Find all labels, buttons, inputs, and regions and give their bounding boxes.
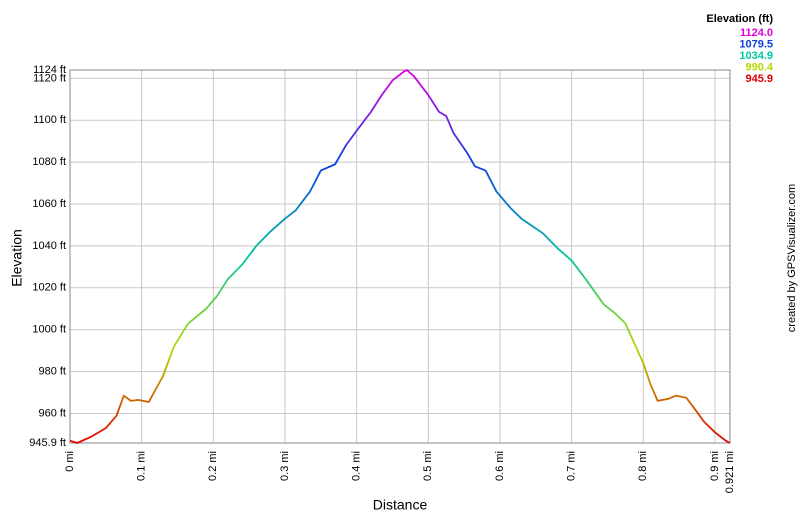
- y-tick-label: 1080 ft: [32, 156, 66, 168]
- y-tick-label: 1124 ft: [33, 64, 66, 76]
- x-tick-label: 0 mi: [64, 451, 76, 472]
- y-tick-label: 1040 ft: [32, 240, 66, 252]
- legend-value: 945.9: [745, 73, 773, 85]
- y-tick-label: 945.9 ft: [29, 437, 66, 449]
- x-tick-label: 0.6 mi: [494, 451, 506, 481]
- credit: created by GPSVisualizer.com: [786, 184, 798, 332]
- y-axis-title: Elevation: [9, 229, 25, 287]
- x-tick-label: 0.2 mi: [207, 451, 219, 481]
- plot-frame: [69, 69, 731, 444]
- legend-value: 990.4: [745, 61, 773, 73]
- x-tick-label: 0.4 mi: [351, 451, 363, 481]
- y-tick-label: 1060 ft: [32, 198, 66, 210]
- x-tick-label: 0.8 mi: [637, 451, 649, 481]
- y-tick-label: 1000 ft: [32, 324, 66, 336]
- x-tick-label: 0.3 mi: [279, 451, 291, 481]
- x-axis-title: Distance: [373, 497, 428, 513]
- x-tick-label: 0.7 mi: [566, 451, 578, 481]
- x-tick-label: 0.1 mi: [136, 451, 148, 481]
- y-tick-label: 980 ft: [38, 365, 66, 377]
- y-tick-label: 1020 ft: [32, 282, 66, 294]
- y-tick-label: 1100 ft: [33, 114, 66, 126]
- legend-value: 1124.0: [740, 27, 773, 39]
- y-tick-label: 960 ft: [38, 407, 66, 419]
- x-tick-label: 0.921 mi: [724, 451, 736, 493]
- legend-title: Elevation (ft): [706, 13, 773, 25]
- x-tick-label: 0.9 mi: [709, 451, 721, 481]
- x-tick-label: 0.5 mi: [422, 451, 434, 481]
- elevation-line: [69, 69, 731, 444]
- y-tick-label: 1120 ft: [33, 72, 66, 84]
- legend-value: 1079.5: [739, 38, 773, 50]
- legend-value: 1034.9: [739, 50, 773, 62]
